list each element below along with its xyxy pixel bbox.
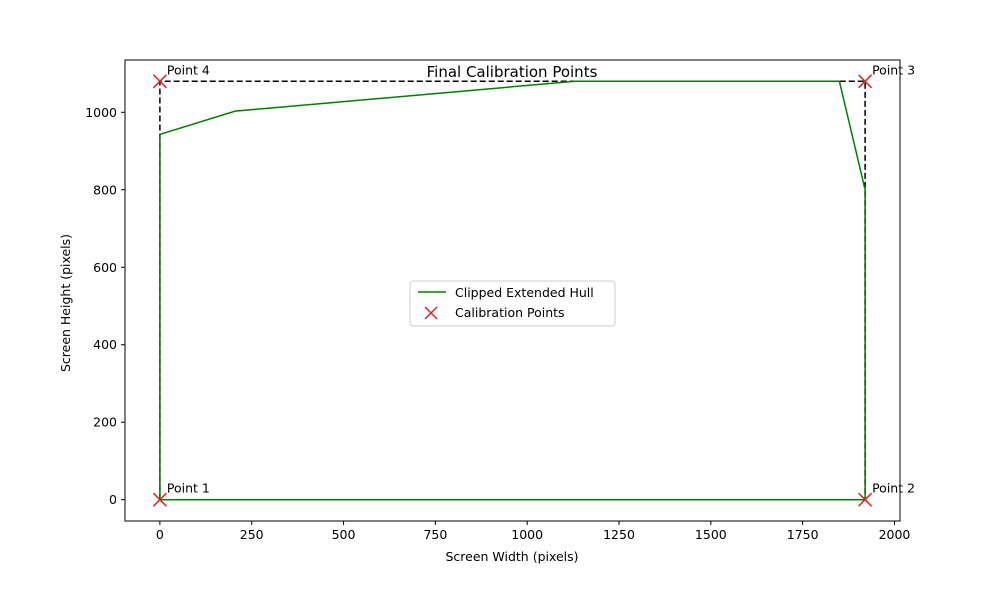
y-tick-label: 600 <box>93 260 117 275</box>
legend-marker-swatch <box>424 306 438 320</box>
calibration-point-label: Point 4 <box>167 62 210 77</box>
calibration-point-label: Point 1 <box>167 481 210 496</box>
marker-stroke <box>152 492 167 507</box>
x-tick-label: 1750 <box>787 527 819 542</box>
y-tick-label: 0 <box>109 492 117 507</box>
y-tick-label: 400 <box>93 337 117 352</box>
legend-label-points: Calibration Points <box>455 305 565 320</box>
calibration-point-marker <box>152 492 167 507</box>
legend-box <box>409 280 616 327</box>
x-tick-label: 2000 <box>879 527 911 542</box>
y-axis-label: Screen Height (pixels) <box>58 234 73 372</box>
marker-stroke <box>858 492 873 507</box>
x-tick-label: 500 <box>332 527 356 542</box>
axis-ticks: 0 250 500 750 1000 1250 1500 1750 2000 0 200 400 600… <box>85 105 910 542</box>
x-axis-label: Screen Width (pixels) <box>445 549 578 564</box>
calibration-point-label: Point 2 <box>872 481 915 496</box>
x-tick-label: 0 <box>156 527 164 542</box>
chart-title: Final Calibration Points <box>427 63 598 81</box>
legend-label-hull: Clipped Extended Hull <box>455 285 594 300</box>
x-tick-label: 1000 <box>511 527 543 542</box>
calibration-point-label: Point 3 <box>872 62 915 77</box>
x-tick-label: 750 <box>423 527 447 542</box>
plot-area: Point 1 Point 2 Point 3 Point 4 <box>124 59 915 522</box>
x-tick-label: 1500 <box>695 527 727 542</box>
y-tick-label: 200 <box>93 415 117 430</box>
marker-stroke <box>152 74 167 89</box>
y-tick-label: 800 <box>93 182 117 197</box>
calibration-point-marker <box>858 492 873 507</box>
legend: Clipped Extended Hull Calibration Points <box>409 280 616 327</box>
hull-line <box>159 80 866 501</box>
plot-frame <box>124 59 901 522</box>
calibration-point-marker <box>152 74 167 89</box>
marker-stroke <box>858 74 873 89</box>
x-tick-label: 1250 <box>603 527 635 542</box>
x-tick-label: 250 <box>240 527 264 542</box>
calibration-point-marker <box>858 74 873 89</box>
y-tick-label: 1000 <box>85 105 117 120</box>
